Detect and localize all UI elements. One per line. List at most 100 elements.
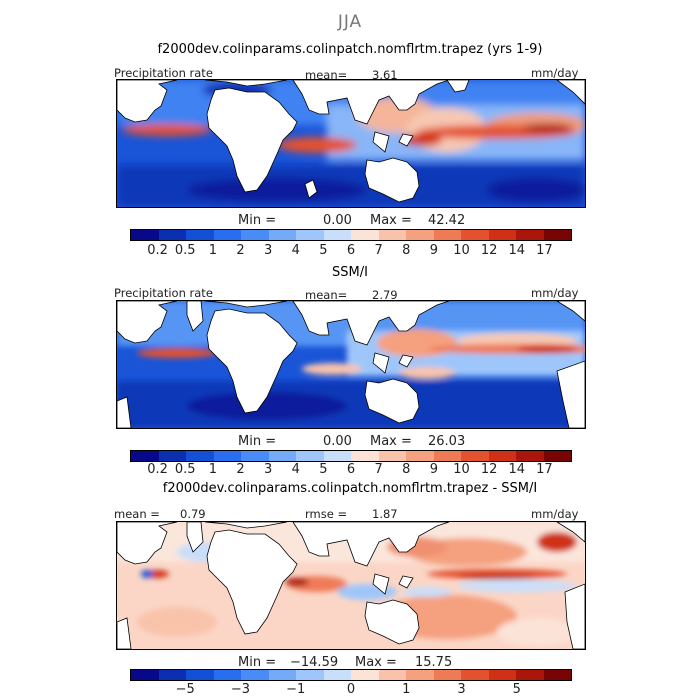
panel1-colorbar-swatch [213, 230, 241, 240]
panel2-colorbar-tick-label: 4 [291, 462, 300, 477]
panel2-max-value: 26.03 [428, 434, 466, 449]
panel2-colorbar-tick-label: 9 [429, 462, 439, 477]
panel2-colorbar-swatch [323, 451, 351, 461]
panel1-colorbar-tick-label: 17 [536, 243, 553, 258]
panel1-colorbar-swatch [406, 230, 434, 240]
panel2-colorbar-swatch [378, 451, 406, 461]
panel1-map-svg [117, 80, 585, 207]
panel2-max-label: Max = [370, 434, 412, 449]
panel2-colorbar-swatch [213, 451, 241, 461]
panel2-colorbar-tick-label: 17 [536, 462, 553, 477]
panel3-max-value: 15.75 [415, 655, 453, 670]
panel2-title: SSM/I [332, 265, 368, 280]
panel3-colorbar-swatch [296, 670, 324, 680]
panel3-colorbar-tick-label: 5 [512, 682, 521, 697]
panel2-colorbar-swatch [543, 451, 571, 461]
panel1-colorbar-tick-label: 10 [453, 243, 470, 258]
panel1-colorbar-swatch [488, 230, 516, 240]
panel2-colorbar-tick-label: 14 [508, 462, 526, 477]
panel2-colorbar-tick-label: 1 [208, 462, 218, 477]
panel3-colorbar-tick-label: −5 [175, 682, 195, 697]
panel3-colorbar-swatch [516, 670, 544, 680]
panel3-colorbar-tick-label: −3 [230, 682, 251, 697]
panel2-colorbar-swatch [516, 451, 544, 461]
panel1-colorbar-swatch [131, 230, 159, 240]
panel1-units: mm/day [531, 66, 579, 80]
panel3-rmse-value: 1.87 [372, 507, 398, 521]
panel1-land [117, 80, 585, 203]
panel2-land [117, 301, 585, 428]
panel1-colorbar-tick-label: 2 [236, 243, 245, 258]
panel2-colorbar-swatch [351, 451, 379, 461]
panel1-colorbar-tick-label: 12 [480, 243, 498, 258]
panel2-colorbar-tick-label: 12 [480, 462, 498, 477]
panel1-max-label: Max = [370, 213, 412, 228]
panel2-colorbar-tick-label: 3 [263, 462, 273, 477]
panel3-land [117, 522, 585, 649]
panel3-colorbar-swatch [488, 670, 516, 680]
panel2-units: mm/day [531, 286, 579, 300]
panel1-colorbar-swatch [158, 230, 186, 240]
panel3-colorbar-swatch [131, 670, 159, 680]
panel1-min-label: Min = [238, 213, 277, 228]
panel2-mean-value: 2.79 [372, 288, 398, 302]
panel1-colorbar-tick-label: 1 [208, 243, 218, 258]
panel1-colorbar-tick-label: 14 [508, 243, 526, 258]
panel3-map-svg [117, 522, 585, 649]
panel3-colorbar-swatch [213, 670, 241, 680]
panel1-colorbar-swatch [378, 230, 406, 240]
panel3-colorbar-swatch [268, 670, 296, 680]
panel3-colorbar-swatch [186, 670, 214, 680]
panel2-colorbar-swatch [296, 451, 324, 461]
panel1-colorbar-ticks: 0.2 0.5 1 2 3 4 5 6 7 8 9 10 12 14 17 [130, 243, 572, 259]
panel1-colorbar-tick-label: 9 [429, 243, 439, 258]
panel3-colorbar-swatch [378, 670, 406, 680]
panel1-colorbar-tick-label: 0.5 [174, 243, 196, 258]
panel2-colorbar-tick-label: 5 [319, 462, 328, 477]
panel1-colorbar-tick-label: 6 [346, 243, 356, 258]
season-title: JJA [337, 12, 363, 32]
panel1-title: f2000dev.colinparams.colinpatch.nomflrtm… [157, 42, 543, 57]
panel1-colorbar-swatch [461, 230, 489, 240]
panel3-min-value: −14.59 [290, 655, 339, 670]
panel3-colorbar-swatch [241, 670, 269, 680]
panel2-mean-label: mean= [305, 288, 348, 302]
panel3-mean-value: 0.79 [180, 507, 206, 521]
panel1-mean-value: 3.61 [372, 68, 398, 82]
panel2-colorbar-swatch [131, 451, 159, 461]
panel1-precip-field [117, 80, 585, 207]
panel3-colorbar-swatch [406, 670, 434, 680]
panel1-colorbar-tick-label: 7 [374, 243, 383, 258]
panel1-colorbar-tick-label: 5 [319, 243, 328, 258]
panel2-colorbar-tick-label: 7 [374, 462, 383, 477]
panel2-colorbar-swatch [241, 451, 269, 461]
panel3-colorbar-tick-label: 1 [402, 682, 411, 697]
panel2-map [116, 300, 586, 429]
panel1-colorbar-tick-label: 4 [291, 243, 300, 258]
panel1-colorbar-swatch [543, 230, 571, 240]
panel2-colorbar-swatch [488, 451, 516, 461]
panel1-colorbar-swatch [351, 230, 379, 240]
panel1-colorbar-swatch [516, 230, 544, 240]
panel2-map-svg [117, 301, 585, 428]
panel3-colorbar-swatch [323, 670, 351, 680]
panel3-min-label: Min = [238, 655, 277, 670]
panel1-map [116, 79, 586, 208]
panel3-title: f2000dev.colinparams.colinpatch.nomflrtm… [162, 481, 538, 496]
panel2-colorbar-swatch [158, 451, 186, 461]
panel1-colorbar-swatch [186, 230, 214, 240]
panel2-colorbar-tick-label: 2 [236, 462, 245, 477]
panel3-colorbar-swatch [351, 670, 379, 680]
panel2-colorbar-swatch [268, 451, 296, 461]
panel1-colorbar-tick-label: 3 [263, 243, 273, 258]
panel3-max-label: Max = [355, 655, 397, 670]
panel3-colorbar-ticks: −5 −3 −1 0 1 3 5 [130, 682, 572, 698]
panel1-colorbar-swatch [323, 230, 351, 240]
panel2-colorbar-tick-label: 8 [402, 462, 411, 477]
panel1-colorbar-swatch [296, 230, 324, 240]
panel2-colorbar-swatch [461, 451, 489, 461]
panel3-mean-label: mean = [114, 507, 160, 521]
panel3-colorbar-swatch [543, 670, 571, 680]
panel2-min-value: 0.00 [323, 434, 352, 449]
panel1-colorbar-swatch [433, 230, 461, 240]
